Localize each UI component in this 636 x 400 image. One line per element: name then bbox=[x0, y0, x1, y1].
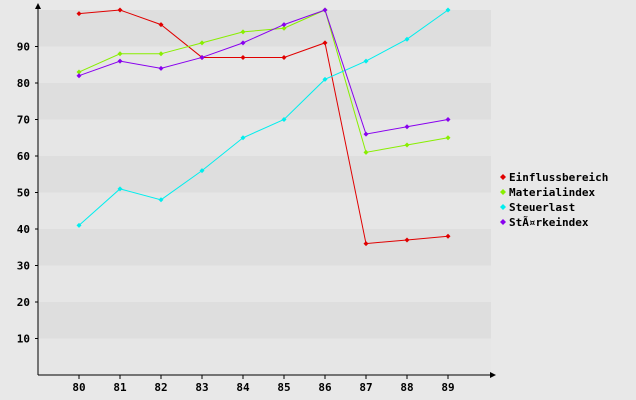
data-point bbox=[322, 40, 328, 46]
data-point bbox=[76, 73, 82, 79]
data-point bbox=[281, 117, 287, 122]
legend-label: Steuerlast bbox=[509, 201, 575, 214]
grid-band bbox=[38, 10, 491, 47]
data-point bbox=[240, 40, 246, 46]
x-tick-label: 81 bbox=[113, 381, 127, 394]
data-point bbox=[199, 54, 205, 60]
legend-marker bbox=[500, 219, 506, 225]
x-tick-label: 86 bbox=[318, 381, 332, 394]
data-point bbox=[199, 40, 205, 46]
data-point bbox=[240, 135, 246, 141]
series-line bbox=[78, 9, 449, 153]
y-tick-label: 90 bbox=[17, 41, 30, 54]
x-tick-label: 87 bbox=[359, 381, 372, 394]
legend-marker bbox=[500, 189, 506, 195]
data-point bbox=[117, 7, 123, 13]
x-tick-label: 83 bbox=[195, 381, 208, 394]
x-tick-label: 85 bbox=[277, 381, 290, 394]
y-tick-label: 50 bbox=[17, 187, 30, 200]
legend-label: StÃ¤rkeindex bbox=[509, 216, 589, 229]
data-point bbox=[445, 7, 451, 13]
data-point bbox=[76, 11, 82, 17]
grid-band bbox=[38, 192, 491, 229]
x-tick-label: 80 bbox=[72, 381, 85, 394]
grid-band bbox=[38, 46, 491, 83]
data-point bbox=[363, 149, 369, 155]
data-point bbox=[445, 117, 451, 122]
x-axis-arrow bbox=[490, 372, 496, 378]
y-tick-label: 30 bbox=[17, 260, 30, 273]
series-line bbox=[78, 9, 449, 226]
data-point bbox=[117, 58, 123, 64]
data-point bbox=[404, 237, 410, 243]
x-tick-label: 89 bbox=[441, 381, 454, 394]
data-point bbox=[158, 22, 164, 28]
axes bbox=[35, 3, 496, 378]
y-ticks: 10 20 30 40 50 60 70 80 90 bbox=[17, 41, 38, 346]
grid-band bbox=[38, 229, 491, 266]
legend: Einflussbereich Materialindex Steuerlast St… bbox=[500, 171, 608, 229]
data-point bbox=[322, 7, 328, 13]
data-point bbox=[240, 29, 246, 35]
data-point bbox=[76, 69, 82, 75]
legend-marker bbox=[500, 204, 506, 210]
series-line bbox=[78, 9, 449, 135]
data-point bbox=[322, 76, 328, 82]
series-line bbox=[78, 9, 449, 245]
data-point bbox=[445, 233, 451, 239]
data-point bbox=[404, 142, 410, 148]
legend-label: Materialindex bbox=[509, 186, 595, 199]
y-axis-arrow bbox=[35, 3, 41, 9]
data-point bbox=[281, 25, 287, 31]
y-tick-label: 70 bbox=[17, 114, 30, 127]
x-tick-label: 82 bbox=[154, 381, 167, 394]
data-point bbox=[158, 197, 164, 203]
grid-band bbox=[38, 83, 491, 120]
y-tick-label: 40 bbox=[17, 223, 30, 236]
x-tick-label: 88 bbox=[400, 381, 413, 394]
grid-bands bbox=[38, 10, 491, 375]
y-tick-label: 60 bbox=[17, 150, 30, 163]
data-point bbox=[281, 22, 287, 28]
data-point bbox=[404, 36, 410, 42]
legend-marker bbox=[500, 174, 506, 180]
data-point bbox=[404, 124, 410, 130]
data-point bbox=[76, 222, 82, 228]
grid-band bbox=[38, 338, 491, 375]
x-tick-label: 84 bbox=[236, 381, 250, 394]
data-point bbox=[117, 186, 123, 192]
data-point bbox=[363, 58, 369, 64]
grid-band bbox=[38, 156, 491, 193]
x-ticks: 80 81 82 83 84 85 86 87 88 89 bbox=[72, 375, 455, 394]
series-lines bbox=[76, 7, 451, 247]
data-point bbox=[363, 131, 369, 137]
data-point bbox=[158, 65, 164, 71]
grid-band bbox=[38, 265, 491, 302]
y-tick-label: 80 bbox=[17, 77, 30, 90]
data-point bbox=[363, 241, 369, 247]
data-point bbox=[199, 168, 205, 174]
data-point bbox=[445, 135, 451, 141]
data-point bbox=[117, 51, 123, 57]
y-tick-label: 20 bbox=[17, 296, 30, 309]
y-tick-label: 10 bbox=[17, 333, 30, 346]
legend-label: Einflussbereich bbox=[509, 171, 608, 184]
grid-band bbox=[38, 119, 491, 156]
data-point bbox=[240, 54, 246, 60]
data-point bbox=[158, 51, 164, 57]
data-point bbox=[281, 54, 287, 60]
grid-band bbox=[38, 302, 491, 339]
